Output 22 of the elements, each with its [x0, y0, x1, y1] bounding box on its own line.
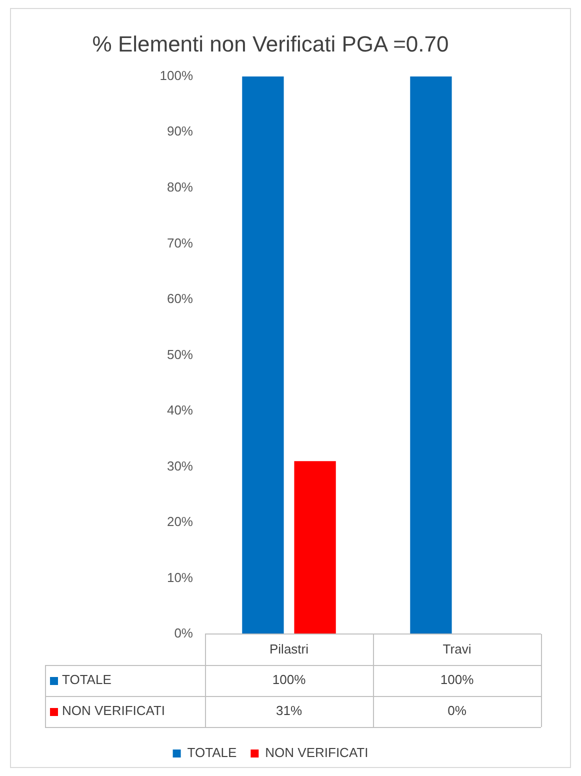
legend-label: NON VERIFICATI [265, 745, 368, 760]
y-tick-label: 40% [166, 402, 194, 418]
data-label: 100% [440, 672, 474, 688]
x-tick-label: Pilastri [269, 641, 309, 656]
y-tick-label: 50% [166, 346, 194, 362]
data-label: 100% [272, 672, 306, 688]
y-tick-label: 100% [160, 68, 194, 83]
text: NON VERIFICATI [62, 703, 166, 718]
text: TOTALE [62, 672, 112, 688]
legend-label: TOTALE [187, 745, 237, 760]
y-tick-label: 30% [166, 458, 194, 474]
data-label: 31% [276, 703, 302, 718]
y-tick-label: 80% [166, 180, 194, 194]
y-tick-label: 0% [174, 626, 194, 641]
data-label: 0% [448, 703, 467, 718]
x-tick-label: Travi [442, 641, 472, 656]
y-tick-label: 10% [166, 570, 194, 585]
y-tick-label: 70% [166, 235, 194, 250]
y-tick-label: 90% [166, 124, 194, 139]
y-tick-label: 60% [166, 291, 194, 306]
chart-title: % Elementi non Verificati PGA =0.70 [92, 31, 449, 56]
y-tick-label: 20% [166, 514, 194, 530]
